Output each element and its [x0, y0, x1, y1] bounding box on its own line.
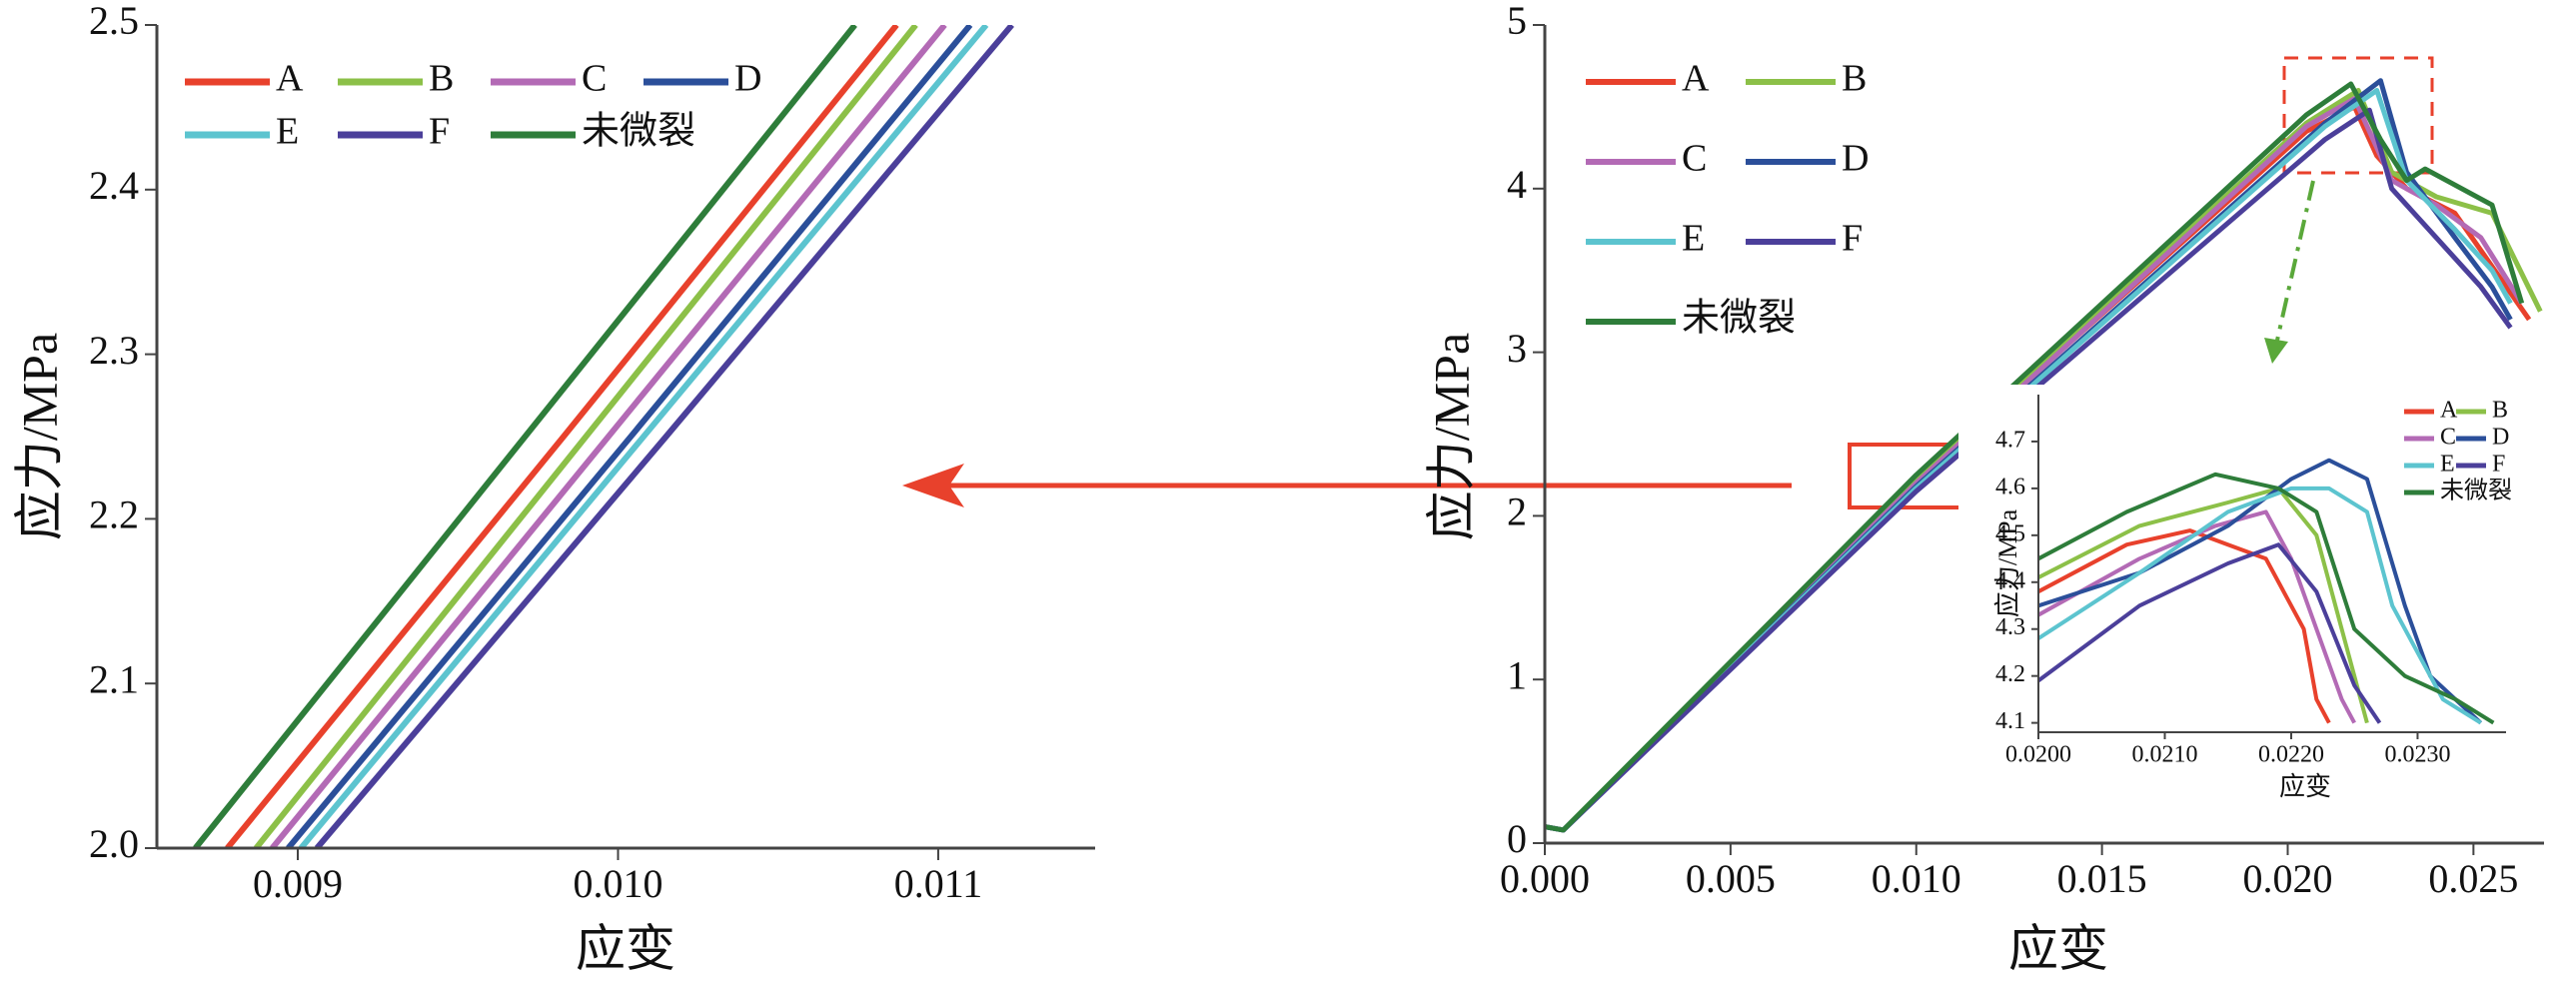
legend-label: C	[2440, 425, 2456, 451]
inset-box	[2282, 56, 2434, 175]
y-tick-label: 0	[1507, 816, 1527, 861]
y-tick-label: 2.3	[89, 328, 139, 373]
y-tick-label: 2.1	[89, 656, 139, 701]
legend-label: D	[734, 58, 761, 100]
y-tick-label: 4.3	[1995, 614, 2025, 640]
series-line	[253, 25, 918, 848]
legend-label: E	[276, 111, 299, 153]
series-line	[2038, 542, 2382, 724]
x-tick-label: 0.0210	[2131, 741, 2197, 767]
series-line	[2038, 472, 2495, 725]
x-axis-title: 应变	[2008, 920, 2108, 976]
x-tick-label: 0.015	[2057, 856, 2147, 901]
series-line	[1545, 81, 2525, 833]
y-tick-label: 2.2	[89, 492, 139, 537]
legend-label: C	[582, 58, 607, 100]
series-line	[298, 25, 989, 848]
y-tick-label: 2.4	[89, 163, 139, 208]
series-line	[2038, 458, 2483, 725]
legend-label: B	[2492, 398, 2508, 424]
y-axis-title: 应力/MPa	[11, 333, 67, 540]
inset-arrow	[2274, 180, 2315, 346]
x-tick-label: 0.009	[253, 861, 343, 906]
x-tick-label: 0.010	[1872, 856, 1961, 901]
series-line	[2038, 486, 2482, 725]
y-tick-label: 5	[1507, 0, 1527, 43]
y-tick-label: 2.5	[89, 0, 139, 43]
x-tick-label: 0.025	[2428, 856, 2518, 901]
x-tick-label: 0.020	[2242, 856, 2332, 901]
x-axis-title: 应变	[576, 920, 675, 976]
series-line	[2038, 509, 2356, 724]
legend-label: E	[1682, 218, 1705, 260]
legend-label: 未微裂	[582, 111, 695, 153]
legend-label: D	[1842, 138, 1869, 180]
y-axis-title: 应力/MPa	[1993, 508, 2022, 617]
x-tick-label: 0.000	[1500, 856, 1590, 901]
inset-arrow-head	[2264, 338, 2288, 364]
legend-label: F	[1842, 218, 1863, 260]
legend-label: 未微裂	[1682, 298, 1796, 340]
x-tick-label: 0.0230	[2384, 741, 2450, 767]
x-tick-label: 0.010	[573, 861, 662, 906]
y-tick-label: 4.2	[1995, 661, 2025, 687]
y-tick-label: 4.6	[1995, 474, 2025, 499]
legend-label: F	[2492, 452, 2505, 478]
series-line	[270, 25, 947, 848]
arrow-head	[902, 464, 964, 507]
x-tick-label: 0.0220	[2258, 741, 2324, 767]
x-tick-label: 0.0200	[2005, 741, 2071, 767]
legend-label: F	[429, 111, 450, 153]
y-tick-label: 4.4	[1995, 567, 2025, 593]
y-tick-label: 2.0	[89, 821, 139, 866]
legend-label: B	[429, 58, 454, 100]
legend-label: A	[2440, 398, 2458, 424]
y-tick-label: 4.7	[1995, 427, 2025, 453]
y-axis-title: 应力/MPa	[1423, 333, 1479, 540]
y-tick-label: 1	[1507, 652, 1527, 697]
y-tick-label: 4	[1507, 162, 1527, 207]
legend-label: B	[1842, 58, 1867, 100]
legend-label: C	[1682, 138, 1707, 180]
series-line	[193, 25, 857, 848]
legend-label: E	[2440, 452, 2455, 478]
x-tick-label: 0.005	[1686, 856, 1776, 901]
y-tick-label: 4.5	[1995, 520, 2025, 546]
y-tick-label: 2	[1507, 490, 1527, 534]
x-axis-title: 应变	[2279, 772, 2331, 801]
legend-label: A	[1682, 58, 1710, 100]
series-line	[286, 25, 973, 848]
series-line	[2038, 528, 2331, 724]
x-tick-label: 0.011	[894, 861, 983, 906]
series-line	[1545, 107, 2513, 833]
legend-label: D	[2492, 425, 2509, 451]
legend-label: 未微裂	[2440, 478, 2512, 504]
y-tick-label: 4.1	[1995, 708, 2025, 734]
series-line	[225, 25, 899, 848]
y-tick-label: 3	[1507, 326, 1527, 371]
series-line	[314, 25, 1014, 848]
legend-label: A	[276, 58, 304, 100]
